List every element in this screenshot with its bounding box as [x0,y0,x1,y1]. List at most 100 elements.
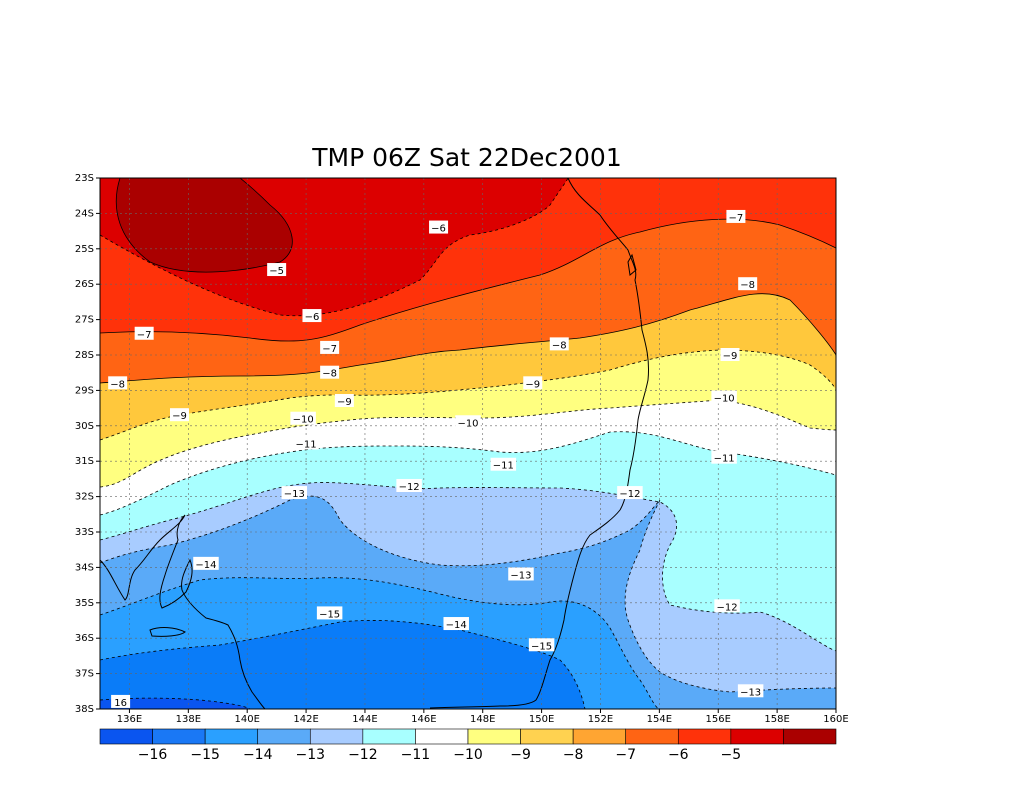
colorbar-label: −15 [190,747,220,763]
contour-line-m13 [100,495,836,693]
contour-line-m11 [100,431,836,516]
contour-label-box [267,263,287,277]
lat-tick-label: 32S [75,492,94,503]
contour-label: −5 [267,263,287,277]
contour-line-m14 [100,577,661,709]
lon-tick-label: 144E [352,714,377,725]
colorbar-swatch [730,728,784,745]
colorbar-label: −11 [401,747,431,763]
contour-label-box [528,638,555,652]
lat-tick-label: 34S [75,562,94,573]
lon-tick-label: 150E [529,714,554,725]
lat-tick-label: 30S [75,421,94,432]
contour-label: −12 [396,478,422,493]
contour-label: −7 [726,209,746,224]
contour-fill [100,178,836,709]
colorbar-label: −7 [615,747,636,763]
contour-label-text: −12 [717,602,738,613]
contour-label: −15 [316,606,343,620]
colorbar-swatch [257,728,311,745]
contour-label: −9 [334,394,354,408]
colorbar-labels: −16 −15 −14 −13 −12 −11 −10 −9 −8 −7 −6 −5 [138,747,741,763]
contour-label: −7 [320,340,340,355]
contour-line-m7 [100,218,836,342]
contour-label-text: −7 [729,213,744,224]
band-m16 [100,620,585,709]
contour-label: −13 [737,684,764,698]
lon-tick-label: 138E [176,714,201,725]
contour-label-text: −13 [510,570,531,581]
contour-label: −13 [508,567,534,581]
contour-label-text: −9 [172,411,187,422]
lat-tick-label: 24S [75,208,94,219]
lon-tick-label: 154E [647,714,672,725]
contour-label-box [523,376,543,390]
contour-label-text: −6 [305,312,320,323]
colorbar-swatch [309,728,364,745]
contour-line-m15 [100,620,586,709]
contour-label-box [290,411,316,425]
colorbar-label: −16 [138,747,168,763]
contour-label-box [111,694,131,708]
lat-tick-label: 35S [75,598,94,609]
contour-label-box [737,684,764,698]
band-m17 [100,698,250,709]
contour-label-box [549,337,569,351]
contour-label: −11 [490,457,517,472]
lat-tick-labels: 23S 24S 25S 26S 27S 28S 29S 30S 31S 32S 33S 34S 35S 3… [75,173,100,715]
lon-tick-label: 160E [823,714,848,725]
colorbar-swatch [467,728,521,745]
colorbar-swatch [152,728,206,745]
contour-label-text: −7 [322,344,337,355]
contour-label: −11 [711,450,737,465]
lon-tick-label: 136E [117,714,142,725]
contour-label: −11 [293,436,319,451]
contour-label-text: −9 [723,351,738,362]
contour-label-box [617,486,643,500]
map-frame [99,177,837,710]
contour-label-box [711,450,737,464]
colorbar-swatch [99,728,153,745]
lon-tick-label: 158E [764,714,789,725]
contour-label-box [281,486,308,500]
colorbar-label: −14 [243,747,273,763]
contour-label-box [429,220,449,234]
contour-label-text: −12 [619,489,640,500]
contour-label-text: −8 [740,280,755,291]
contour-label-box [320,340,340,354]
colorbar-swatch [415,728,469,745]
contour-label-text: −10 [714,393,735,404]
contour-label-box [316,606,343,620]
contour-label: −6 [302,309,322,323]
contour-label: −13 [281,486,308,500]
lat-tick-label: 27S [75,315,94,326]
lat-tick-label: 23S [75,173,94,184]
contour-label: −10 [290,411,316,426]
contour-label: −14 [193,556,219,571]
lon-tick-label: 140E [234,714,259,725]
contour-label-text: −9 [337,397,352,408]
contour-labels: −5 −6 −6 −7 −7 −7 −8 −8 −8 −8 −9 −9 −9 −9 −10 −10 −10 −11… [108,209,764,709]
contour-label-box [334,394,354,408]
contour-label: −8 [320,365,340,380]
coastline-peninsula [627,253,637,276]
colorbar-label: −13 [296,747,326,763]
contour-label-text: −10 [457,418,478,429]
contour-label-text: −11 [296,440,317,451]
contour-line-m6 [100,178,569,317]
contour-label-box [169,408,189,422]
contour-label-text: −8 [110,379,125,390]
contour-line-m12 [100,482,836,652]
coastline-kangaroo-island [149,627,186,637]
lat-tick-label: 33S [75,527,94,538]
lat-tick-label: 36S [75,633,94,644]
colorbar-swatch [677,728,732,745]
lat-tick-label: 25S [75,244,94,255]
contour-label-box [396,478,422,492]
contour-label-box [134,326,154,340]
contour-label-box [720,348,740,361]
colorbar-label: −6 [668,747,689,763]
contour-label-text: −14 [195,560,216,571]
colorbar-swatch [572,728,627,745]
